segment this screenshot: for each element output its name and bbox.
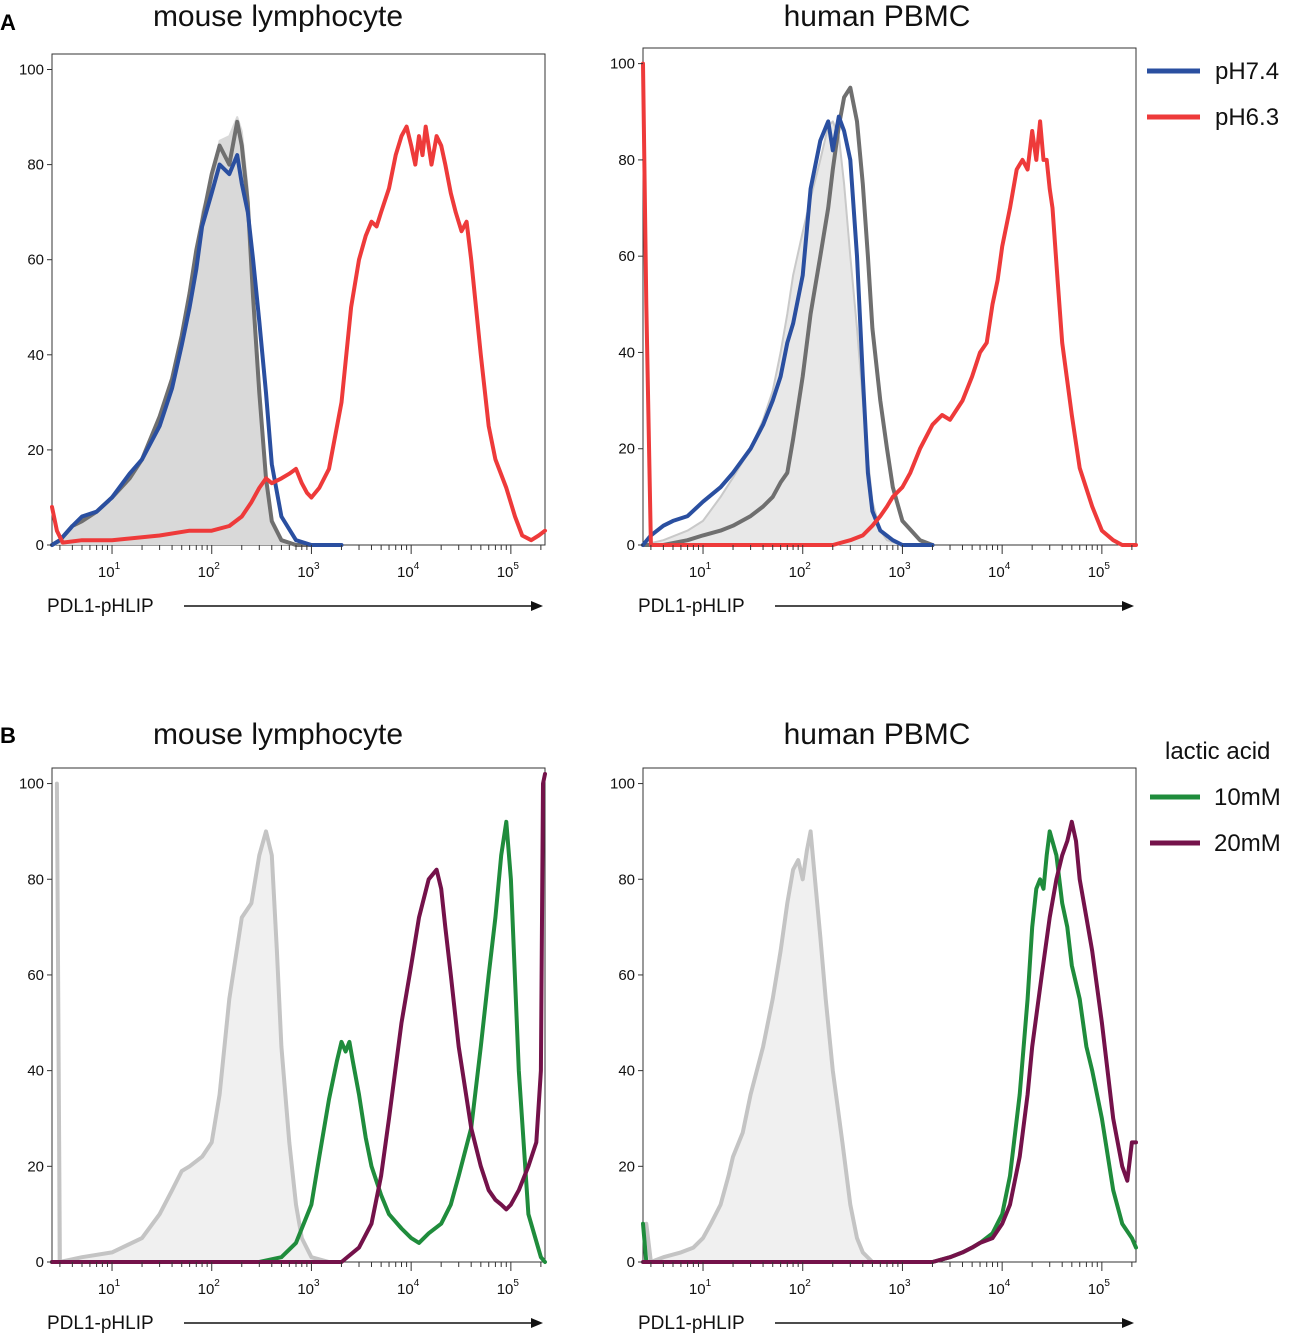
y-tick-label: 20 [27, 1158, 44, 1175]
legend-b-label-20mm: 20mM [1214, 830, 1281, 857]
x-axis-arrow-head [1122, 1318, 1134, 1328]
chart-b-mouse: mouse lymphocyte 0 20 40 60 80 100 101 102 103 104… [19, 718, 547, 1334]
y-tick-label: 0 [627, 1254, 635, 1271]
y-tick-label: 20 [618, 1158, 635, 1175]
series-line-control [54, 781, 344, 1264]
y-tick-label: 0 [627, 537, 635, 554]
x-tick-label: 104 [397, 561, 420, 581]
chart-a-human: human PBMC 0 20 40 60 80 100 101 102 103 104 105 PDL… [610, 0, 1138, 617]
panel-letter-a: A [0, 10, 16, 35]
plot-frame [51, 767, 546, 1263]
chart-b-human: human PBMC 0 20 40 60 80 100 101 102 103 104 105 PDL… [610, 718, 1138, 1334]
x-axis-label: PDL1-pHLIP [638, 1313, 745, 1334]
x-tick-label: 105 [1088, 1278, 1111, 1298]
x-tick-label: 104 [397, 1278, 420, 1298]
x-tick-label: 102 [198, 561, 221, 581]
y-tick-label: 0 [36, 537, 44, 554]
x-tick-label: 105 [497, 1278, 520, 1298]
series-fill-control [643, 121, 933, 546]
x-tick-label: 105 [497, 561, 520, 581]
x-tick-label: 103 [888, 561, 911, 581]
plot-frame [642, 767, 1137, 1263]
chart-title: mouse lymphocyte [153, 0, 403, 33]
series-line-control2 [641, 85, 935, 547]
x-tick-label: 104 [988, 561, 1011, 581]
y-tick-label: 40 [27, 347, 44, 364]
y-tick-label: 60 [27, 252, 44, 269]
y-tick-label: 40 [27, 1063, 44, 1080]
y-tick-label: 80 [27, 871, 44, 888]
series-fill-control [52, 117, 312, 545]
legend-a-label-ph63: pH6.3 [1215, 104, 1279, 131]
y-tick-label: 60 [618, 248, 635, 265]
x-axis-label: PDL1-pHLIP [638, 596, 745, 617]
x-axis-arrow-head [531, 1318, 543, 1328]
x-tick-label: 102 [789, 561, 812, 581]
x-tick-label: 103 [297, 1278, 320, 1298]
y-tick-label: 100 [610, 56, 635, 73]
series-line-20mm [50, 772, 547, 1264]
y-tick-label: 100 [19, 62, 44, 79]
series-line-ph74 [50, 153, 344, 547]
series-line-ph63 [50, 124, 547, 545]
y-tick-label: 60 [27, 967, 44, 984]
x-tick-label: 103 [297, 561, 320, 581]
x-tick-label: 105 [1088, 561, 1111, 581]
x-tick-label: 101 [689, 1278, 712, 1298]
legend-b-label-10mm: 10mM [1214, 784, 1281, 811]
legend-a: pH7.4 pH6.3 [1147, 58, 1279, 131]
series-line-ph63 [641, 61, 1138, 547]
series-fill-control [56, 783, 342, 1262]
x-tick-label: 101 [689, 561, 712, 581]
series-line-20mm [641, 819, 1138, 1264]
series-line-10mm [50, 819, 547, 1264]
x-axis-arrow-head [1122, 601, 1134, 611]
x-tick-label: 101 [98, 1278, 121, 1298]
chart-title: human PBMC [784, 718, 971, 751]
chart-title: mouse lymphocyte [153, 718, 403, 751]
y-tick-label: 100 [610, 776, 635, 793]
y-tick-label: 20 [27, 442, 44, 459]
y-tick-label: 0 [36, 1254, 44, 1271]
y-tick-label: 40 [618, 1063, 635, 1080]
y-tick-label: 80 [618, 871, 635, 888]
legend-b: lactic acid 10mM 20mM [1150, 738, 1281, 857]
x-tick-label: 102 [198, 1278, 221, 1298]
x-tick-label: 102 [789, 1278, 812, 1298]
series-line-control [644, 829, 905, 1264]
x-tick-label: 104 [988, 1278, 1011, 1298]
x-tick-label: 101 [98, 561, 121, 581]
y-tick-label: 80 [27, 157, 44, 174]
y-tick-label: 60 [618, 967, 635, 984]
x-tick-label: 103 [888, 1278, 911, 1298]
y-tick-label: 40 [618, 344, 635, 361]
series-line-ph74 [641, 114, 935, 547]
x-axis-label: PDL1-pHLIP [47, 1313, 154, 1334]
panel-letter-b: B [0, 723, 16, 748]
y-tick-label: 80 [618, 152, 635, 169]
series-fill-control [646, 831, 903, 1262]
legend-a-label-ph74: pH7.4 [1215, 58, 1279, 85]
series-line-10mm [641, 829, 1138, 1264]
chart-title: human PBMC [784, 0, 971, 33]
x-axis-arrow-head [531, 601, 543, 611]
legend-b-title: lactic acid [1165, 738, 1270, 765]
x-axis-label: PDL1-pHLIP [47, 596, 154, 617]
y-tick-label: 20 [618, 441, 635, 458]
chart-a-mouse: mouse lymphocyte 0 20 40 60 80 100 101 102 103 104… [19, 0, 547, 617]
y-tick-label: 100 [19, 776, 44, 793]
